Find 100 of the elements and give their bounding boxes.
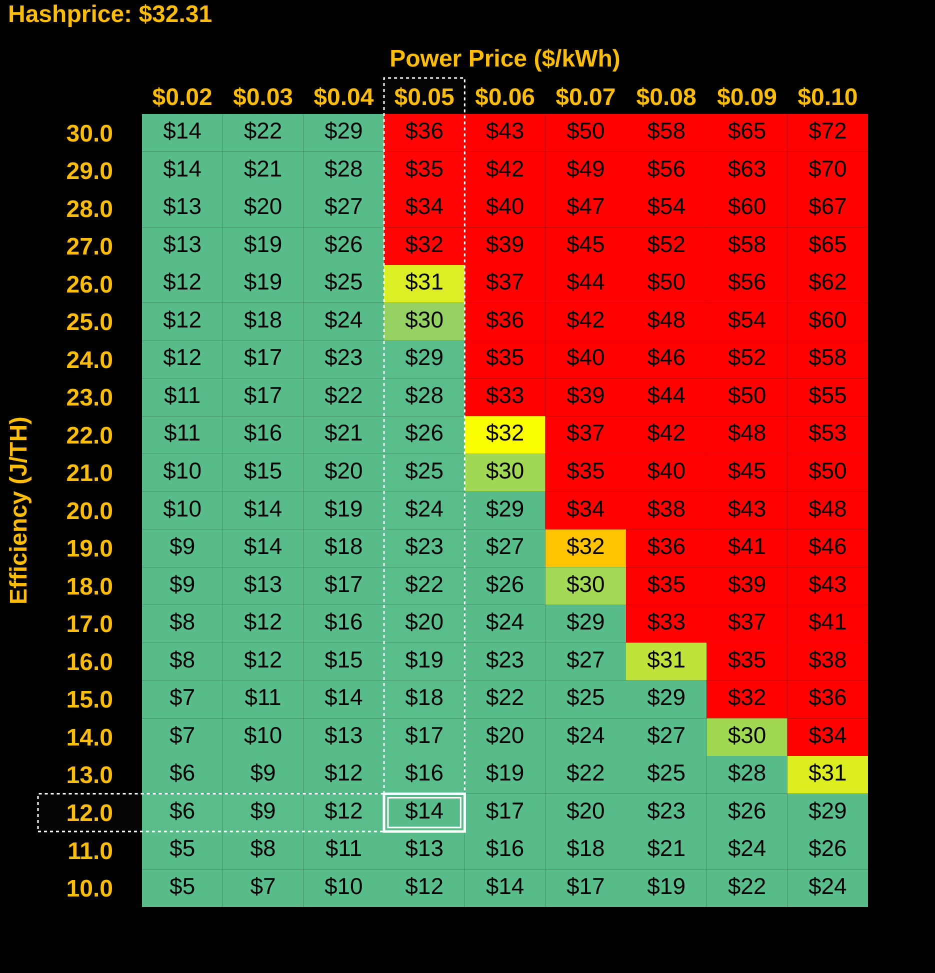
data-label: $12 <box>324 760 363 786</box>
data-label: $19 <box>324 495 363 522</box>
data-label: $31 <box>647 646 686 672</box>
data-label: $22 <box>728 872 766 899</box>
data-label: $56 <box>728 268 766 295</box>
y-tick-label: 18.0 <box>66 573 113 600</box>
data-label: $70 <box>808 155 847 182</box>
data-label: $58 <box>728 230 766 257</box>
y-tick-label: 15.0 <box>66 686 113 714</box>
y-tick-label: 13.0 <box>66 762 113 790</box>
data-label: $25 <box>647 760 686 786</box>
x-tick-label: $0.08 <box>636 84 696 112</box>
data-label: $25 <box>405 457 444 484</box>
data-label: $42 <box>647 420 686 446</box>
y-tick-label: 11.0 <box>68 838 113 865</box>
data-label: $50 <box>728 382 766 408</box>
data-label: $17 <box>244 382 282 408</box>
data-label: $41 <box>728 533 766 560</box>
data-label: $43 <box>728 495 766 522</box>
x-tick-label: $0.03 <box>232 84 294 112</box>
data-label: $60 <box>728 193 766 220</box>
data-label: $26 <box>405 420 444 446</box>
data-label: $29 <box>566 608 605 635</box>
data-label: $48 <box>728 420 766 446</box>
data-label: $37 <box>566 420 605 446</box>
data-label: $8 <box>170 646 196 672</box>
data-label: $54 <box>728 306 766 332</box>
data-label: $46 <box>808 533 847 560</box>
data-label: $9 <box>170 570 196 597</box>
data-label: $13 <box>163 193 202 220</box>
data-label: $40 <box>486 193 524 220</box>
y-tick-label: 28.0 <box>66 196 113 223</box>
x-tick-label: $0.09 <box>716 84 778 112</box>
data-label: $22 <box>566 760 605 786</box>
data-label: $8 <box>170 608 196 635</box>
y-tick-label: 26.0 <box>66 271 113 298</box>
data-label: $35 <box>647 570 686 597</box>
data-label: $50 <box>647 268 686 295</box>
data-label: $7 <box>250 872 276 899</box>
data-label: $46 <box>647 344 686 370</box>
x-tick-label: $0.02 <box>152 84 212 112</box>
data-label: $65 <box>728 118 766 144</box>
data-label: $19 <box>244 230 282 257</box>
data-label: $58 <box>808 344 847 370</box>
data-label: $35 <box>728 646 766 672</box>
data-label: $30 <box>728 722 766 748</box>
data-label: $39 <box>728 570 766 597</box>
data-label: $24 <box>324 306 364 332</box>
data-label: $22 <box>244 118 282 144</box>
data-label: $39 <box>566 382 605 408</box>
data-label: $10 <box>163 495 202 522</box>
data-label: $55 <box>808 382 847 408</box>
data-label: $32 <box>566 533 605 560</box>
data-label: $56 <box>647 155 686 182</box>
data-label: $14 <box>486 872 524 899</box>
data-label: $14 <box>324 684 364 710</box>
data-label: $26 <box>486 570 524 597</box>
data-label: $23 <box>647 797 686 824</box>
data-label: $34 <box>566 495 606 522</box>
data-label: $16 <box>405 760 444 786</box>
data-label: $13 <box>405 835 444 862</box>
data-label: $14 <box>163 118 202 144</box>
data-label: $31 <box>808 760 847 786</box>
data-label: $29 <box>486 495 524 522</box>
data-label: $19 <box>244 268 282 295</box>
data-label: $37 <box>486 268 524 295</box>
data-label: $10 <box>324 872 363 899</box>
x-tick-label: $0.04 <box>314 84 374 112</box>
data-label: $54 <box>647 193 686 220</box>
data-label: $44 <box>647 382 686 408</box>
data-label: $22 <box>405 570 444 597</box>
data-label: $22 <box>324 382 363 408</box>
data-label: $6 <box>170 797 196 824</box>
data-label: $5 <box>170 835 196 862</box>
y-tick-label: 19.0 <box>66 536 113 563</box>
data-label: $15 <box>324 646 363 672</box>
data-label: $15 <box>244 457 282 484</box>
data-label: $37 <box>728 608 766 635</box>
x-axis-title: Power Price ($/kWh) <box>390 45 620 72</box>
data-label: $27 <box>486 533 524 560</box>
data-label: $43 <box>808 570 847 597</box>
data-label: $34 <box>405 193 444 220</box>
data-label: $20 <box>486 722 524 748</box>
y-tick-label: 24.0 <box>66 346 113 374</box>
data-label: $48 <box>808 495 847 522</box>
y-axis-title: Efficiency (J/TH) <box>5 416 32 605</box>
data-label: $40 <box>566 344 605 370</box>
data-label: $29 <box>324 118 363 144</box>
data-label: $9 <box>250 797 276 824</box>
data-label: $17 <box>324 570 363 597</box>
data-label: $30 <box>566 570 605 597</box>
data-label: $10 <box>244 722 282 748</box>
data-label: $14 <box>244 495 282 522</box>
data-label: $30 <box>405 306 444 332</box>
y-tick-label: 21.0 <box>66 460 113 488</box>
data-label: $12 <box>244 646 282 672</box>
x-tick-label: $0.07 <box>556 84 616 112</box>
data-label: $24 <box>566 722 606 748</box>
data-label: $26 <box>808 835 847 862</box>
data-label: $36 <box>486 306 524 332</box>
